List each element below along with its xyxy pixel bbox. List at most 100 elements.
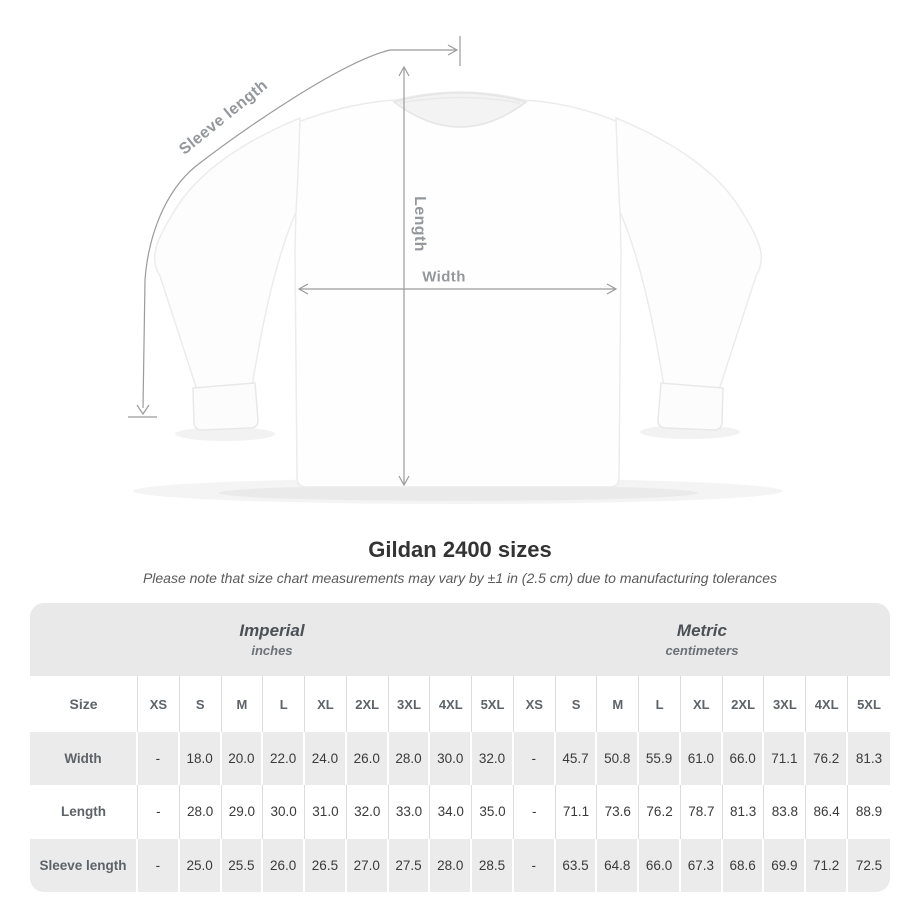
right-cuff <box>657 382 724 431</box>
size-value-cell: 66.0 <box>639 838 681 892</box>
sleeve-length-line <box>128 36 461 418</box>
size-value-cell: 25.0 <box>179 838 222 892</box>
size-value-cell: 86.4 <box>806 785 849 839</box>
size-value-cell: 28.0 <box>430 838 473 892</box>
length-line <box>398 65 410 487</box>
metric-group-header: Metric centimeters <box>513 603 890 676</box>
size-value-cell: 71.1 <box>764 732 807 786</box>
shirt-illustration <box>128 36 783 504</box>
size-column-header: S <box>555 676 598 732</box>
size-value-cell: 45.7 <box>555 732 598 786</box>
measurement-row: Length -28.0 29.0 30.0 31.0 32.0 33.0 34.0 35.0-… <box>30 785 890 839</box>
size-value-cell: 30.0 <box>430 732 473 786</box>
size-value-cell: - <box>513 785 556 839</box>
measurement-row: Width -18.0 20.0 22.0 24.0 26.0 28.0 30.0 32.0-4… <box>30 732 890 786</box>
size-value-cell: 32.0 <box>472 732 514 786</box>
size-value-cell: 35.0 <box>472 785 514 839</box>
unit-group-row: Imperial inches Metric centimeters <box>30 603 890 676</box>
size-column-header: 4XL <box>806 676 849 732</box>
imperial-group-sublabel: inches <box>251 643 293 659</box>
size-value-cell: 69.9 <box>764 838 807 892</box>
width-line <box>297 283 618 295</box>
size-value-cell: - <box>138 785 180 839</box>
size-value-cell: - <box>513 838 556 892</box>
size-value-cell: - <box>138 732 180 786</box>
size-value-cell: 73.6 <box>597 785 640 839</box>
size-value-cell: 25.5 <box>221 838 264 892</box>
size-value-cell: 22.0 <box>263 732 306 786</box>
size-value-cell: 27.5 <box>388 838 431 892</box>
size-value-cell: 28.0 <box>179 785 222 839</box>
size-chart-table: Imperial inches Metric centimeters Size … <box>30 603 890 892</box>
measurement-row: Sleeve length -25.0 25.5 26.0 26.5 27.0 27.5 28… <box>30 838 890 892</box>
size-column-header: S <box>179 676 222 732</box>
size-column-header: L <box>639 676 681 732</box>
size-corner-header: Size <box>30 676 138 732</box>
size-value-cell: 26.0 <box>346 732 389 786</box>
metric-group-label: Metric <box>676 620 727 640</box>
size-table: Imperial inches Metric centimeters Size … <box>30 603 890 892</box>
size-value-cell: 33.0 <box>388 785 431 839</box>
measurement-lines <box>128 36 618 487</box>
row-label: Width <box>30 732 138 786</box>
size-value-cell: 83.8 <box>764 785 807 839</box>
size-value-cell: 88.9 <box>848 785 890 839</box>
size-column-header: 2XL <box>722 676 765 732</box>
size-value-cell: 61.0 <box>680 732 723 786</box>
size-value-cell: 63.5 <box>555 838 598 892</box>
size-value-cell: - <box>513 732 556 786</box>
size-column-header: 3XL <box>388 676 431 732</box>
size-value-cell: 30.0 <box>263 785 306 839</box>
size-value-cell: 28.0 <box>388 732 431 786</box>
size-column-header: XL <box>680 676 723 732</box>
page-title: Gildan 2400 sizes <box>368 537 552 562</box>
shirt-measurement-diagram: Sleeve length Length Width <box>128 36 783 504</box>
size-value-cell: 34.0 <box>430 785 473 839</box>
size-column-header: XS <box>138 676 180 732</box>
row-label: Sleeve length <box>30 838 138 892</box>
size-value-cell: 31.0 <box>305 785 347 839</box>
size-value-cell: 29.0 <box>221 785 264 839</box>
size-value-cell: 24.0 <box>305 732 347 786</box>
size-header-row: Size XS S M L XL 2XL 3XL 4XL 5XL XS S M L XL 2XL 3XL 4XL… <box>30 676 890 732</box>
size-column-header: 5XL <box>472 676 514 732</box>
imperial-group-label: Imperial <box>239 620 305 640</box>
size-value-cell: 71.2 <box>806 838 849 892</box>
size-column-header: M <box>597 676 640 732</box>
size-value-cell: 20.0 <box>221 732 264 786</box>
size-column-header: 5XL <box>848 676 890 732</box>
size-value-cell: 28.5 <box>472 838 514 892</box>
size-column-header: XL <box>305 676 347 732</box>
size-value-cell: 32.0 <box>346 785 389 839</box>
size-column-header: M <box>221 676 264 732</box>
size-value-cell: 76.2 <box>639 785 681 839</box>
size-column-header: 2XL <box>346 676 389 732</box>
size-column-header: XS <box>513 676 556 732</box>
size-value-cell: 68.6 <box>722 838 765 892</box>
size-value-cell: 18.0 <box>179 732 222 786</box>
shirt-sleeves <box>153 116 763 431</box>
size-value-cell: 78.7 <box>680 785 723 839</box>
length-label: Length <box>411 196 428 252</box>
size-value-cell: 26.5 <box>305 838 347 892</box>
shirt-collar <box>392 92 528 128</box>
size-value-cell: 72.5 <box>848 838 890 892</box>
size-column-header: 3XL <box>764 676 807 732</box>
left-cuff <box>192 382 259 431</box>
size-column-header: L <box>263 676 306 732</box>
size-value-cell: 81.3 <box>722 785 765 839</box>
size-value-cell: 26.0 <box>263 838 306 892</box>
size-value-cell: 76.2 <box>806 732 849 786</box>
size-value-cell: 81.3 <box>848 732 890 786</box>
metric-group-sublabel: centimeters <box>665 643 739 659</box>
size-value-cell: 55.9 <box>639 732 681 786</box>
page-subtitle: Please note that size chart measurements… <box>142 570 778 586</box>
size-value-cell: 66.0 <box>722 732 765 786</box>
size-value-cell: 27.0 <box>346 838 389 892</box>
size-column-header: 4XL <box>430 676 473 732</box>
size-value-cell: 67.3 <box>680 838 723 892</box>
width-label: Width <box>422 268 466 286</box>
size-value-cell: 64.8 <box>597 838 640 892</box>
row-label: Length <box>30 785 138 839</box>
